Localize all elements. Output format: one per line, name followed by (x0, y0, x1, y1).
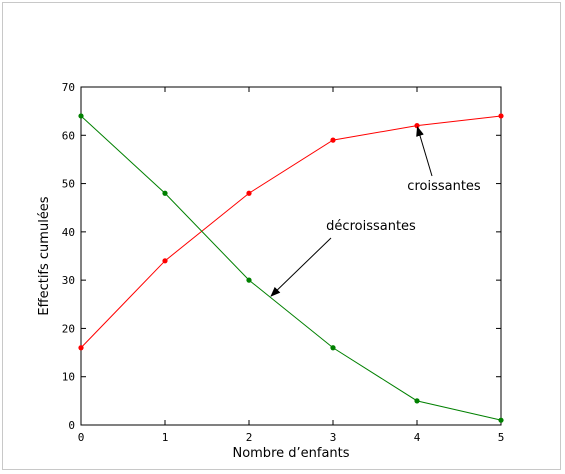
y-tick-label: 10 (62, 371, 75, 384)
y-axis-label: Effectifs cumulées (37, 196, 52, 315)
data-point (162, 258, 168, 264)
data-point (330, 345, 336, 351)
series-lines (80, 115, 502, 421)
x-axis-label: Nombre d’enfants (232, 446, 349, 461)
chart-frame (2, 2, 561, 470)
y-tick-label: 60 (62, 129, 75, 142)
series-line-1 (80, 115, 502, 421)
annotation-arrow (270, 237, 332, 297)
data-point (498, 417, 504, 423)
annotations: croissantes décroissantes (270, 126, 481, 297)
x-axis-ticks: 0 1 2 3 4 5 (78, 87, 505, 444)
y-tick-label: 70 (62, 81, 75, 94)
annotation-label: décroissantes (326, 219, 416, 234)
x-tick-label: 2 (246, 431, 253, 444)
data-point (246, 277, 252, 283)
data-point (414, 123, 420, 129)
y-tick-label: 50 (62, 178, 75, 191)
data-point (78, 345, 84, 351)
annotation-arrow (416, 126, 433, 177)
y-tick-label: 40 (62, 226, 75, 239)
data-point (330, 137, 336, 143)
data-point (414, 398, 420, 404)
data-point (498, 113, 504, 119)
y-tick-label: 0 (68, 419, 75, 432)
plot-area (80, 86, 502, 426)
data-point (246, 190, 252, 196)
data-point (78, 113, 84, 119)
y-tick-label: 30 (62, 274, 75, 287)
data-point (162, 190, 168, 196)
series-points (78, 113, 504, 423)
x-tick-label: 0 (78, 431, 85, 444)
y-tick-label: 20 (62, 322, 75, 335)
x-tick-label: 5 (498, 431, 505, 444)
annotation-label: croissantes (407, 179, 481, 194)
x-tick-label: 1 (162, 431, 169, 444)
series-line-0 (80, 115, 502, 349)
y-axis-ticks: 0 10 20 30 40 50 60 70 (62, 81, 501, 432)
x-tick-label: 4 (414, 431, 421, 444)
x-tick-label: 3 (330, 431, 337, 444)
